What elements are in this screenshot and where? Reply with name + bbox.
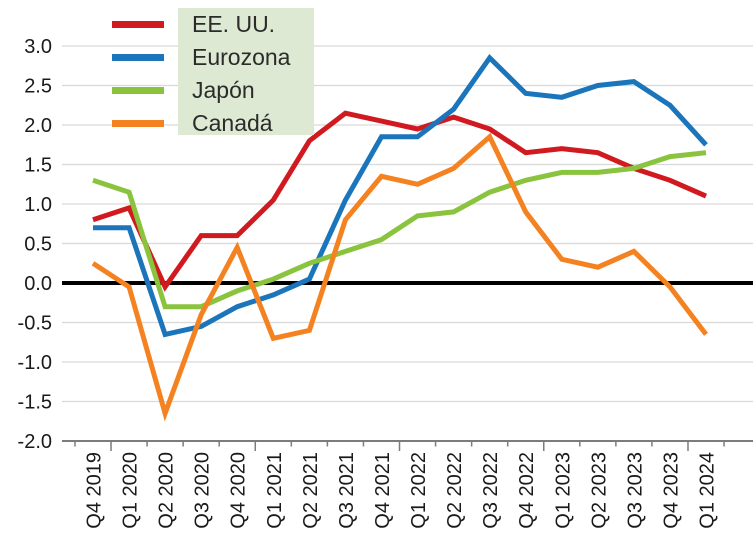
y-tick-label: 0.0 <box>24 273 52 295</box>
legend-swatch-japon <box>112 86 164 94</box>
legend-swatch-canada <box>112 119 164 127</box>
x-tick-label: Q1 2024 <box>697 452 719 529</box>
x-tick-label: Q4 2020 <box>228 452 250 529</box>
x-tick-label: Q4 2022 <box>516 452 538 529</box>
x-tick-label: Q2 2023 <box>588 452 610 529</box>
x-tick-label: Q3 2020 <box>192 452 214 529</box>
y-tick-label: -0.5 <box>18 313 52 335</box>
x-tick-label: Q3 2021 <box>336 452 358 529</box>
x-tick-label: Q4 2023 <box>660 452 682 529</box>
x-tick-label: Q3 2023 <box>624 452 646 529</box>
x-tick-label: Q2 2022 <box>444 452 466 529</box>
x-tick-label: Q4 2021 <box>372 452 394 529</box>
x-tick-label: Q2 2021 <box>300 452 322 529</box>
legend: EE. UU. Eurozona Japón Canadá <box>178 8 314 136</box>
series-line-ee-uu <box>92 110 708 292</box>
x-tick-label: Q1 2020 <box>120 452 142 529</box>
legend-label-eurozona: Eurozona <box>192 43 291 70</box>
y-tick-label: 1.0 <box>24 194 52 216</box>
x-tick-label: Q4 2019 <box>84 452 106 529</box>
y-tick-label: 0.5 <box>24 234 52 256</box>
y-tick-label: -1.0 <box>18 352 52 374</box>
legend-label-ee-uu: EE. UU. <box>192 10 276 37</box>
series-line-jap-n <box>92 150 707 310</box>
y-tick-label: 3.0 <box>24 36 52 58</box>
x-tick-label: Q1 2022 <box>408 452 430 529</box>
y-tick-label: 2.0 <box>24 115 52 137</box>
y-tick-label: 2.5 <box>24 76 52 98</box>
legend-label-japon: Japón <box>192 76 255 103</box>
legend-swatch-ee-uu <box>112 20 164 28</box>
y-tick-label: -1.5 <box>18 392 52 414</box>
legend-swatch-eurozona <box>112 53 164 61</box>
x-tick-label: Q1 2023 <box>552 452 574 529</box>
legend-label-canada: Canadá <box>192 109 273 136</box>
x-tick-label: Q1 2021 <box>264 452 286 529</box>
series-line-canad <box>91 132 708 422</box>
x-tick-label: Q2 2020 <box>156 452 178 529</box>
y-tick-label: -2.0 <box>18 431 52 453</box>
y-tick-label: 1.5 <box>24 155 52 177</box>
x-tick-label: Q3 2022 <box>480 452 502 529</box>
